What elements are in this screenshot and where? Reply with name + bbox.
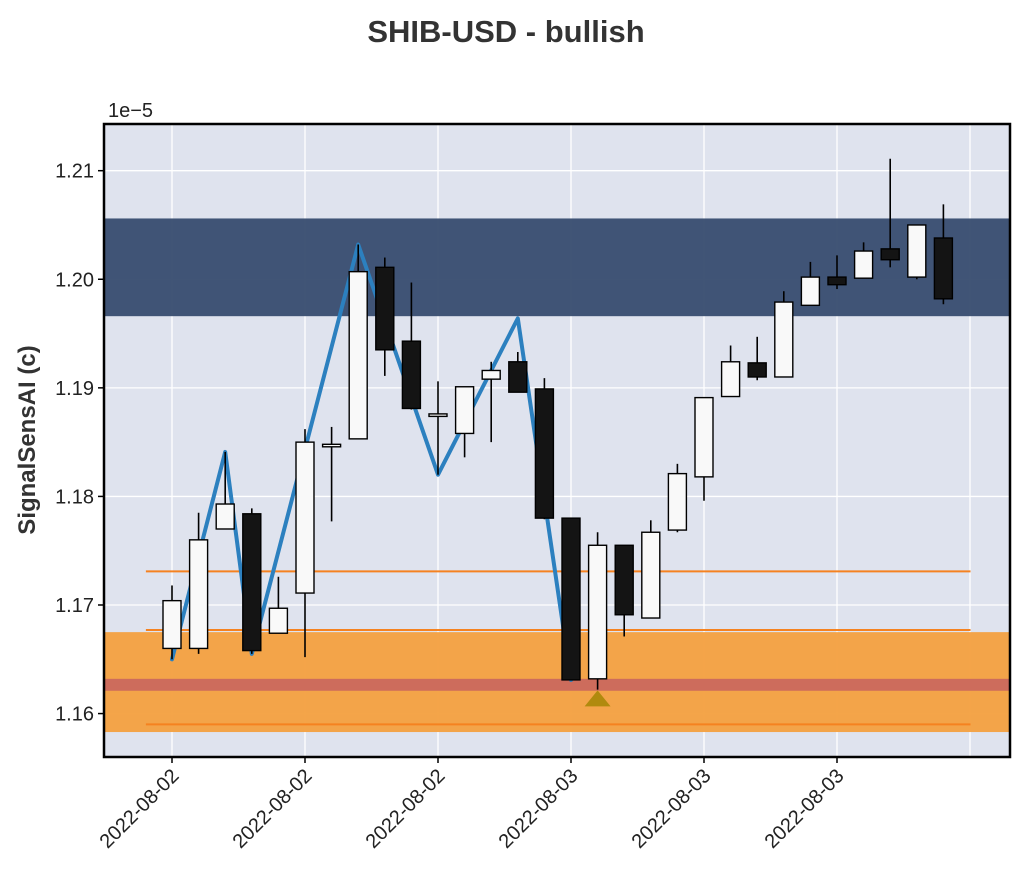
candle (454, 386, 475, 458)
y-tick-label: 1.21 (55, 161, 94, 183)
candle (720, 345, 741, 398)
candle-body (694, 396, 714, 478)
candle (747, 336, 767, 381)
candle-body (933, 237, 954, 300)
candle (401, 282, 422, 410)
candle-body (667, 472, 688, 531)
candle (348, 244, 368, 440)
y-tick-label: 1.19 (55, 378, 94, 400)
x-tick-label: 2022-08-03 (495, 765, 583, 853)
plot-frame (102, 122, 1012, 759)
candle-body (561, 517, 581, 681)
candle-body (454, 386, 475, 435)
candle-body (907, 224, 927, 278)
candle (907, 224, 927, 280)
y-axis-label: SignalSensAI (c) (14, 345, 41, 534)
candle (215, 451, 235, 530)
candle-body (188, 539, 209, 650)
x-tick-label: 2022-08-02 (362, 765, 450, 853)
candle (641, 520, 661, 619)
y-scale-label: 1e−5 (108, 100, 153, 122)
candle-body (321, 443, 342, 448)
candle-body (268, 607, 289, 634)
candle (375, 257, 395, 376)
candle (880, 158, 900, 268)
resistance-band (104, 218, 1010, 317)
plot-area: 1.16 1.17 1.18 1.19 1.20 1.21 2022-08-02 2022-0… (55, 122, 1012, 853)
candle (321, 426, 342, 522)
candle-body (295, 441, 315, 594)
candle (774, 291, 794, 378)
candle-body (827, 276, 847, 286)
candle (667, 463, 688, 533)
x-tick-label: 2022-08-02 (96, 765, 184, 853)
signal-marker (584, 690, 611, 707)
candle-body (720, 361, 741, 398)
candle (188, 512, 209, 654)
candle (534, 378, 555, 520)
candle-body (880, 248, 900, 261)
candle (587, 532, 608, 690)
candle (428, 381, 448, 475)
candle-body (348, 270, 368, 440)
candle (481, 361, 501, 443)
candle (614, 544, 634, 637)
candle-body (481, 369, 501, 380)
candle-body (162, 599, 182, 650)
candle (561, 517, 581, 681)
candle-body (428, 413, 448, 418)
candle (694, 396, 714, 501)
candle-body (401, 340, 422, 410)
candle (853, 242, 874, 279)
candle-body (800, 276, 821, 307)
candle (800, 261, 821, 307)
candle (827, 255, 847, 290)
candle (933, 204, 954, 305)
candle-body (508, 361, 528, 393)
x-tick-label: 2022-08-02 (229, 765, 317, 853)
candle-body (641, 531, 661, 619)
candle-body (853, 250, 874, 279)
candle-body (242, 513, 262, 652)
y-tick-label: 1.16 (55, 704, 94, 726)
candle-body (587, 544, 608, 680)
candle (508, 352, 528, 393)
x-tick-label: 2022-08-03 (761, 765, 849, 853)
x-tick-label: 2022-08-03 (628, 765, 716, 853)
candle (242, 508, 262, 654)
chart-title: SHIB-USD - bullish (367, 14, 644, 49)
y-tick-label: 1.18 (55, 486, 94, 508)
candle-body (215, 503, 235, 530)
candle (295, 429, 315, 658)
candle-body (614, 544, 634, 616)
candle-body (534, 388, 555, 519)
y-tick-label: 1.17 (55, 595, 94, 617)
y-tick-label: 1.20 (55, 269, 94, 291)
support-line-band (104, 678, 1010, 691)
candle (268, 576, 289, 634)
candle (162, 585, 182, 660)
candle-body (774, 301, 794, 378)
candle-body (747, 362, 767, 378)
candle-body (375, 266, 395, 351)
